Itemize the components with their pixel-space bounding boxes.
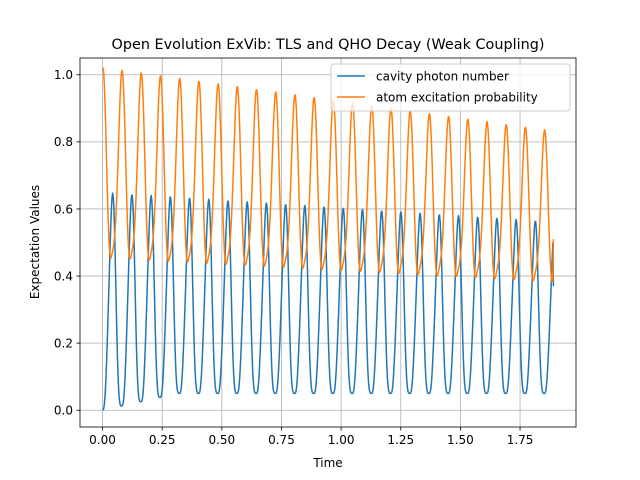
legend-box (330, 63, 571, 112)
y-axis-ticks: 0.0 0.2 0.4 0.6 0.8 1.0 (54, 68, 80, 418)
series-line-cavity-photon-number (102, 192, 555, 411)
y-tick-label: 0.6 (54, 202, 73, 216)
x-tick-label: 0.00 (89, 433, 116, 447)
y-tick-label: 0.4 (54, 269, 73, 283)
plot-area (102, 67, 555, 411)
y-tick-label: 0.0 (54, 404, 73, 418)
y-tick-label: 0.2 (54, 336, 73, 350)
series-line-atom-excitation-probability (102, 67, 555, 283)
legend-label-cavity: cavity photon number (376, 70, 509, 84)
x-tick-label: 0.50 (208, 433, 235, 447)
y-tick-label: 1.0 (54, 68, 73, 82)
x-tick-label: 1.25 (387, 433, 414, 447)
x-tick-label: 1.50 (447, 433, 474, 447)
x-tick-label: 0.75 (268, 433, 295, 447)
axes-frame (79, 57, 577, 428)
legend: cavity photon number atom excitation pro… (330, 63, 571, 112)
x-tick-label: 1.75 (507, 433, 534, 447)
y-tick-label: 0.8 (54, 135, 73, 149)
legend-label-atom: atom excitation probability (376, 91, 538, 105)
x-axis-label: Time (312, 456, 342, 470)
x-tick-label: 1.00 (328, 433, 355, 447)
x-tick-label: 0.25 (149, 433, 176, 447)
y-axis-label: Expectation Values (28, 185, 42, 299)
series-lines (102, 67, 555, 411)
x-axis-ticks: 0.00 0.25 0.50 0.75 1.00 1.25 1.50 1.75 (89, 427, 533, 447)
chart-title: Open Evolution ExVib: TLS and QHO Decay … (112, 37, 545, 53)
